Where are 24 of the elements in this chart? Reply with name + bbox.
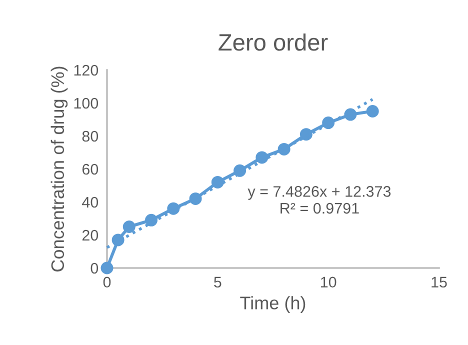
point <box>167 202 180 215</box>
point <box>211 176 224 188</box>
y-tick-label: 100 <box>74 98 98 109</box>
point <box>122 220 136 233</box>
x-tick-label: 10 <box>321 276 336 288</box>
y-axis-title: Concentration of drug (%) <box>50 66 68 272</box>
point <box>145 214 158 226</box>
annotation: R² = 0.9791 <box>280 202 359 214</box>
x-tick-label: 5 <box>214 276 222 288</box>
x-axis-title: Time (h) <box>240 296 306 313</box>
y-tick-label: 20 <box>82 230 98 241</box>
annotation: y = 7.4826x + 12.373 <box>248 186 391 200</box>
point <box>300 128 312 141</box>
y-tick-label: 120 <box>74 64 98 76</box>
x-tick-label: 15 <box>432 276 447 288</box>
y-tick-label: 60 <box>82 164 98 175</box>
x-tick-label: 0 <box>103 276 111 288</box>
point <box>366 105 379 118</box>
y-tick-label: 40 <box>82 196 98 208</box>
point <box>256 151 268 164</box>
chart-title: Zero order <box>218 33 328 51</box>
point <box>100 262 114 274</box>
y-tick-label: 0 <box>90 262 98 274</box>
y-tick-label: 80 <box>82 130 98 142</box>
